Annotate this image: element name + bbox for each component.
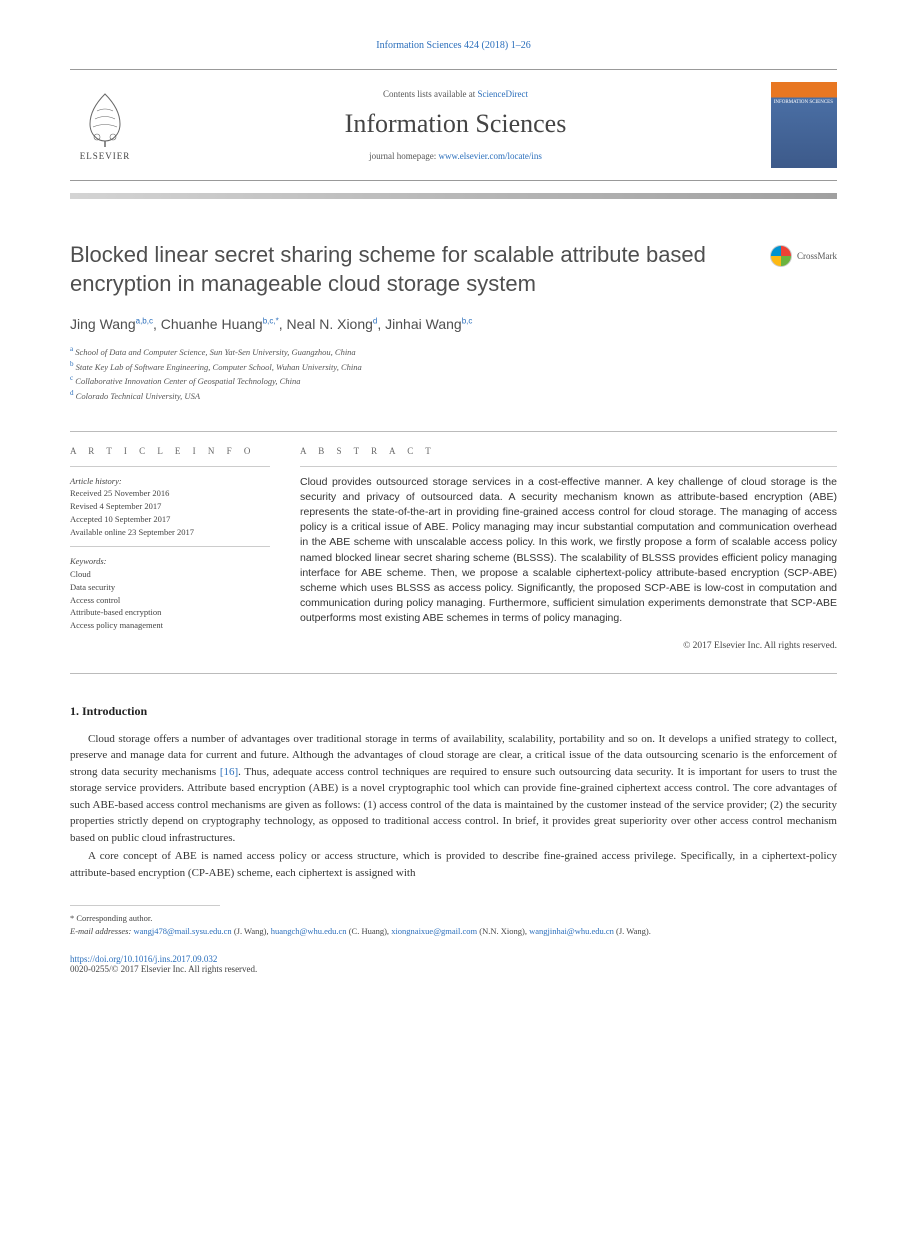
homepage-line: journal homepage: www.elsevier.com/locat… xyxy=(152,151,759,161)
article-info-heading: A R T I C L E I N F O xyxy=(70,446,270,456)
crossmark-label: CrossMark xyxy=(797,251,837,261)
email-link[interactable]: xiongnaixue@gmail.com xyxy=(391,926,477,936)
abstract-column: A B S T R A C T Cloud provides outsource… xyxy=(300,432,837,651)
section-divider xyxy=(70,673,837,674)
cover-title: INFORMATION SCIENCES xyxy=(774,100,833,106)
section-1-heading: 1. Introduction xyxy=(70,704,837,719)
contents-prefix: Contents lists available at xyxy=(383,89,477,99)
header-center: Contents lists available at ScienceDirec… xyxy=(152,89,759,161)
email-link[interactable]: wangjinhai@whu.edu.cn xyxy=(529,926,614,936)
intro-paragraph-2: A core concept of ABE is named access po… xyxy=(70,848,837,881)
contents-available: Contents lists available at ScienceDirec… xyxy=(152,89,759,99)
journal-reference: Information Sciences 424 (2018) 1–26 xyxy=(70,40,837,51)
history-lines: Received 25 November 2016Revised 4 Septe… xyxy=(70,488,194,536)
email-link[interactable]: huangch@whu.edu.cn xyxy=(271,926,347,936)
publisher-name: ELSEVIER xyxy=(80,151,131,161)
article-title: Blocked linear secret sharing scheme for… xyxy=(70,241,710,298)
email-link[interactable]: wangj478@mail.sysu.edu.cn xyxy=(133,926,231,936)
email-line: E-mail addresses: wangj478@mail.sysu.edu… xyxy=(70,925,837,938)
article-info-column: A R T I C L E I N F O Article history: R… xyxy=(70,432,270,651)
journal-header: ELSEVIER Contents lists available at Sci… xyxy=(70,69,837,181)
issn-copyright: 0020-0255/© 2017 Elsevier Inc. All right… xyxy=(70,964,837,974)
citation-16[interactable]: [16] xyxy=(220,766,238,778)
journal-cover-thumbnail: INFORMATION SCIENCES xyxy=(771,82,837,168)
keywords-lines: CloudData securityAccess controlAttribut… xyxy=(70,569,163,630)
email-label: E-mail addresses: xyxy=(70,926,131,936)
crossmark-icon xyxy=(770,245,792,267)
abstract-heading: A B S T R A C T xyxy=(300,446,837,456)
homepage-prefix: journal homepage: xyxy=(369,151,438,161)
journal-title: Information Sciences xyxy=(152,109,759,139)
history-label: Article history: xyxy=(70,476,122,486)
abstract-text: Cloud provides outsourced storage servic… xyxy=(300,466,837,627)
author-list: Jing Wanga,b,c, Chuanhe Huangb,c,*, Neal… xyxy=(70,316,837,332)
footnote-block: * Corresponding author. E-mail addresses… xyxy=(70,912,837,938)
sciencedirect-link[interactable]: ScienceDirect xyxy=(478,89,528,99)
affiliations: a School of Data and Computer Science, S… xyxy=(70,344,837,402)
intro-body: Cloud storage offers a number of advanta… xyxy=(70,731,837,882)
info-abstract-row: A R T I C L E I N F O Article history: R… xyxy=(70,431,837,651)
homepage-link[interactable]: www.elsevier.com/locate/ins xyxy=(439,151,542,161)
intro-paragraph-1: Cloud storage offers a number of advanta… xyxy=(70,731,837,847)
article-history-block: Article history: Received 25 November 20… xyxy=(70,466,270,547)
elsevier-tree-icon xyxy=(75,89,135,149)
crossmark-badge[interactable]: CrossMark xyxy=(770,245,837,267)
keywords-block: Keywords: CloudData securityAccess contr… xyxy=(70,546,270,640)
keywords-label: Keywords: xyxy=(70,556,107,566)
gradient-divider xyxy=(70,193,837,199)
article-header-row: Blocked linear secret sharing scheme for… xyxy=(70,241,837,298)
publisher-logo-block: ELSEVIER xyxy=(70,89,140,161)
footnote-separator xyxy=(70,905,220,906)
corresponding-author: * Corresponding author. xyxy=(70,912,837,925)
abstract-copyright: © 2017 Elsevier Inc. All rights reserved… xyxy=(300,641,837,651)
doi-link[interactable]: https://doi.org/10.1016/j.ins.2017.09.03… xyxy=(70,954,837,964)
